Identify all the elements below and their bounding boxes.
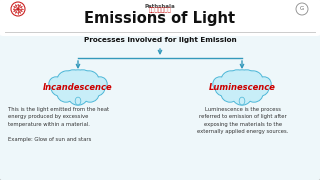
Circle shape [82, 85, 98, 101]
Circle shape [213, 77, 227, 91]
Circle shape [258, 78, 270, 90]
Circle shape [49, 77, 63, 91]
Circle shape [88, 79, 104, 95]
Circle shape [214, 78, 226, 90]
Circle shape [66, 71, 90, 95]
Text: पाठशाला: पाठशाला [148, 7, 172, 13]
Circle shape [80, 72, 98, 90]
Circle shape [87, 78, 105, 96]
Circle shape [94, 78, 106, 90]
Circle shape [252, 79, 268, 95]
Circle shape [243, 71, 263, 91]
Circle shape [244, 72, 262, 90]
Circle shape [222, 72, 240, 90]
Circle shape [245, 84, 263, 102]
Circle shape [246, 85, 262, 101]
Circle shape [58, 72, 76, 90]
Circle shape [66, 71, 80, 85]
Circle shape [232, 85, 252, 105]
Text: Processes involved for light Emission: Processes involved for light Emission [84, 37, 236, 43]
Circle shape [79, 71, 99, 91]
Text: Pathshala: Pathshala [145, 3, 175, 8]
Circle shape [51, 78, 69, 96]
Circle shape [57, 84, 75, 102]
Text: Luminescence is the process
referred to emission of light after
exposing the mat: Luminescence is the process referred to … [197, 107, 289, 134]
Circle shape [58, 85, 74, 101]
Circle shape [57, 71, 77, 91]
Circle shape [233, 86, 251, 104]
Circle shape [93, 77, 107, 91]
Ellipse shape [76, 98, 81, 105]
Circle shape [229, 70, 255, 96]
Circle shape [215, 78, 233, 96]
Circle shape [221, 71, 241, 91]
Text: Luminescence: Luminescence [209, 82, 276, 91]
Circle shape [50, 78, 62, 90]
Text: This is the light emitted from the heat
energy produced by excessive
temperature: This is the light emitted from the heat … [8, 107, 109, 142]
Text: G: G [300, 6, 304, 12]
Circle shape [76, 71, 90, 85]
Ellipse shape [76, 98, 80, 104]
Circle shape [68, 85, 88, 105]
Circle shape [52, 79, 68, 95]
Circle shape [81, 84, 99, 102]
Circle shape [229, 70, 245, 86]
Circle shape [222, 85, 238, 101]
Circle shape [240, 71, 254, 85]
Text: Incandescence: Incandescence [43, 82, 113, 91]
Circle shape [251, 78, 269, 96]
Ellipse shape [240, 98, 244, 104]
Text: Emissions of Light: Emissions of Light [84, 12, 236, 26]
Circle shape [75, 70, 91, 86]
Circle shape [230, 71, 254, 95]
Circle shape [69, 86, 87, 104]
Circle shape [216, 79, 232, 95]
Circle shape [221, 84, 239, 102]
Circle shape [257, 77, 271, 91]
Ellipse shape [239, 98, 244, 105]
Circle shape [230, 71, 244, 85]
Circle shape [65, 70, 91, 96]
Circle shape [239, 70, 255, 86]
FancyBboxPatch shape [0, 0, 320, 36]
Circle shape [65, 70, 81, 86]
